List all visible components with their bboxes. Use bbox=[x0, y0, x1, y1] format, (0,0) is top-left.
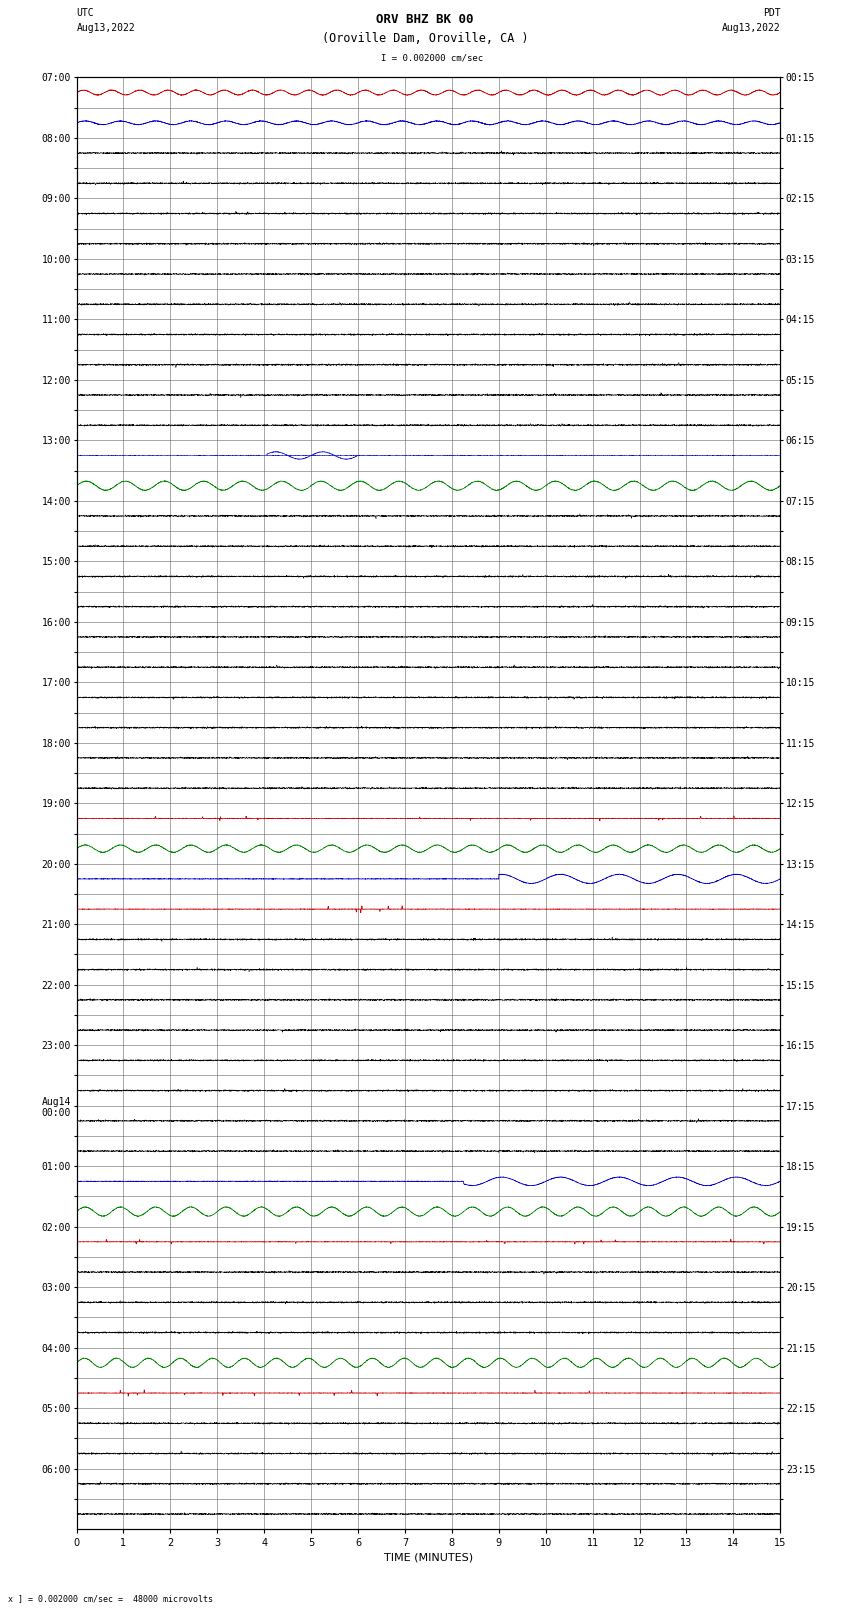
Text: I = 0.002000 cm/sec: I = 0.002000 cm/sec bbox=[381, 53, 483, 63]
Text: (Oroville Dam, Oroville, CA ): (Oroville Dam, Oroville, CA ) bbox=[321, 32, 529, 45]
Text: UTC: UTC bbox=[76, 8, 94, 18]
Text: x ] = 0.002000 cm/sec =  48000 microvolts: x ] = 0.002000 cm/sec = 48000 microvolts bbox=[8, 1594, 213, 1603]
Text: PDT: PDT bbox=[762, 8, 780, 18]
X-axis label: TIME (MINUTES): TIME (MINUTES) bbox=[384, 1552, 473, 1563]
Text: Aug13,2022: Aug13,2022 bbox=[722, 23, 780, 32]
Text: Aug13,2022: Aug13,2022 bbox=[76, 23, 135, 32]
Text: ORV BHZ BK 00: ORV BHZ BK 00 bbox=[377, 13, 473, 26]
